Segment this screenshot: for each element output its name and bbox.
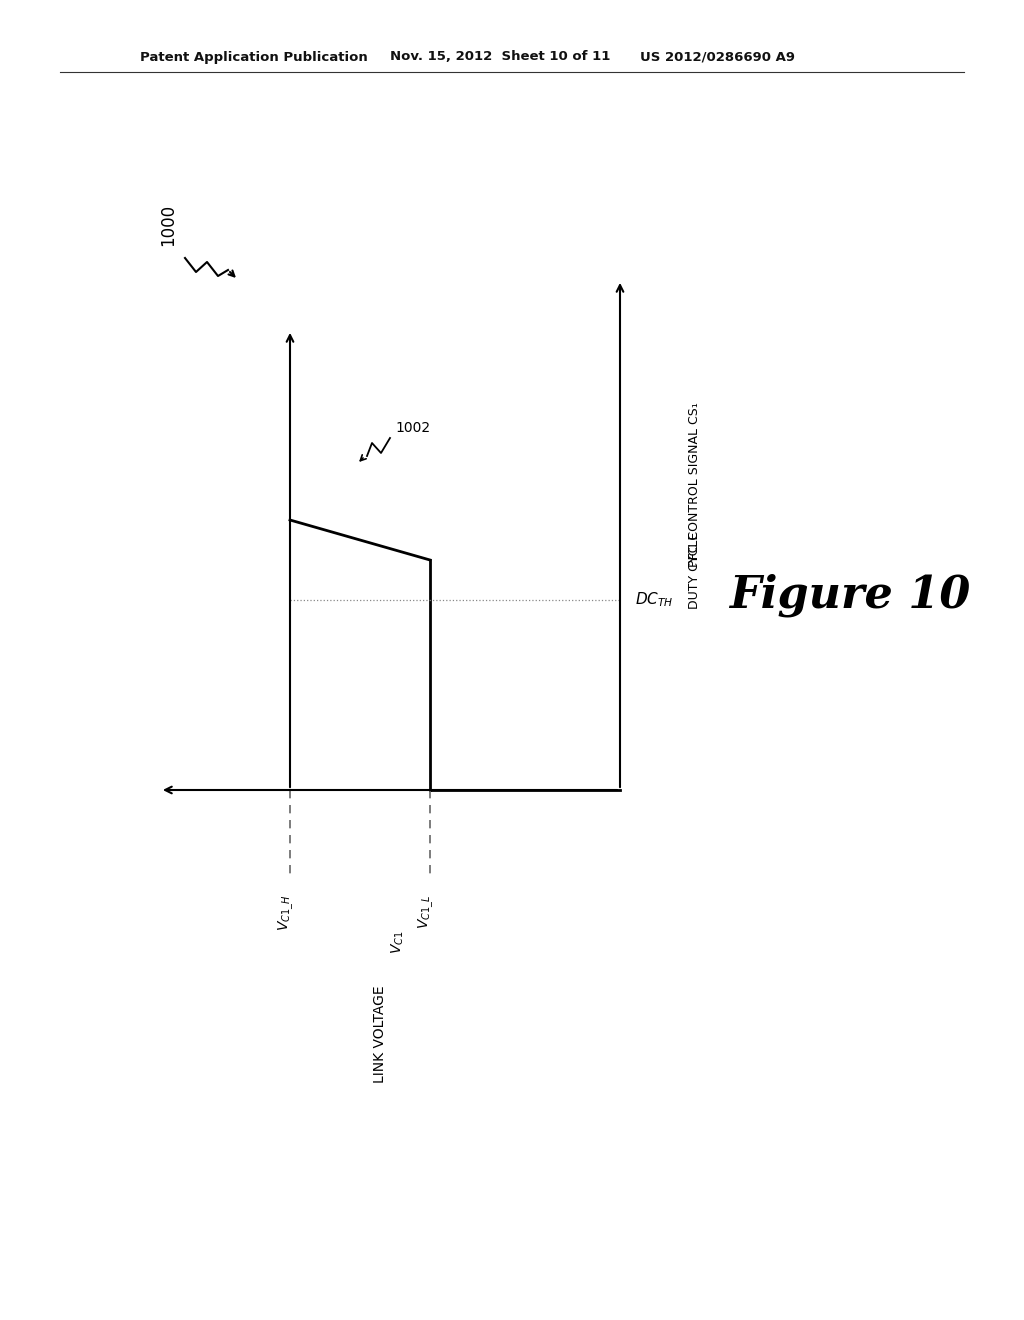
Text: 1002: 1002: [395, 421, 430, 436]
Text: US 2012/0286690 A9: US 2012/0286690 A9: [640, 50, 795, 63]
Text: Patent Application Publication: Patent Application Publication: [140, 50, 368, 63]
Text: Nov. 15, 2012  Sheet 10 of 11: Nov. 15, 2012 Sheet 10 of 11: [390, 50, 610, 63]
Text: Figure 10: Figure 10: [729, 573, 971, 616]
Text: $V_{C1}$: $V_{C1}$: [390, 931, 407, 953]
Text: $V_{C1\_L}$: $V_{C1\_L}$: [417, 895, 435, 929]
Text: $V_{C1\_H}$: $V_{C1\_H}$: [276, 895, 296, 932]
Text: LINK VOLTAGE: LINK VOLTAGE: [373, 985, 387, 1082]
Text: 1000: 1000: [159, 203, 177, 246]
Text: PFC CONTROL SIGNAL CS₁: PFC CONTROL SIGNAL CS₁: [688, 403, 701, 568]
Text: $DC_{TH}$: $DC_{TH}$: [635, 590, 674, 610]
Text: DUTY CYCLE: DUTY CYCLE: [688, 532, 701, 609]
